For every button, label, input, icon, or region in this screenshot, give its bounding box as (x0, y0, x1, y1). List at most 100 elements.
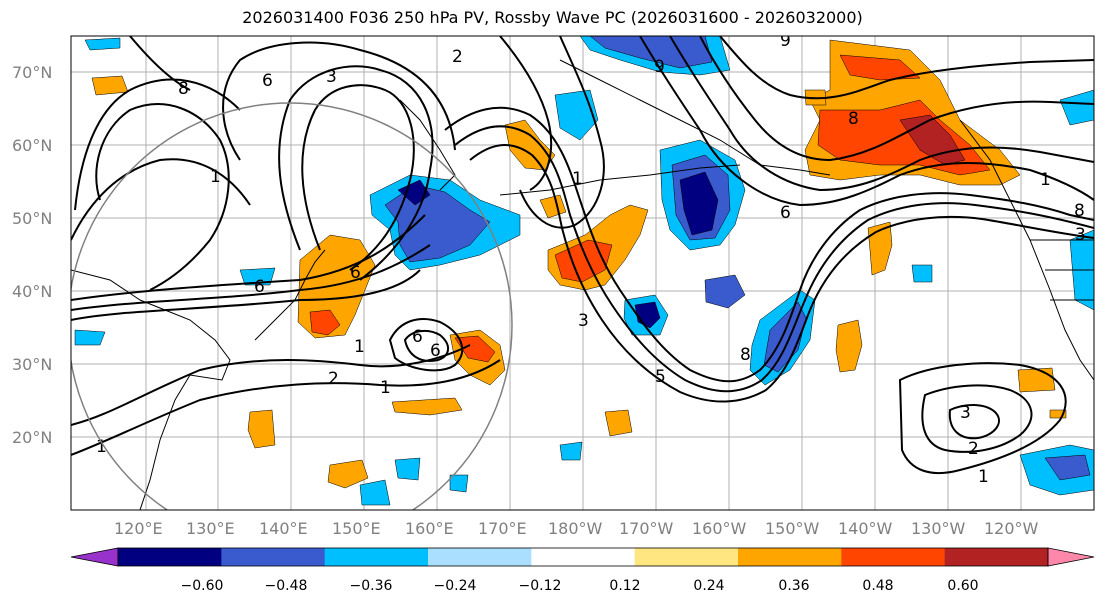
latitude-label: 50°N (12, 209, 52, 228)
anomaly-negative (589, 36, 713, 69)
contour-label: 1 (1040, 170, 1051, 190)
coastline-na (959, 119, 1094, 381)
contour-label: 3 (1075, 225, 1086, 245)
contour-line (469, 143, 1094, 403)
contour-line (639, 36, 1094, 207)
latitude-label: 70°N (12, 63, 52, 82)
colorbar-segment (944, 548, 1049, 566)
colorbar: −0.60 −0.48 −0.36 −0.24 −0.12 0.12 0.24 … (70, 547, 1095, 594)
contour-label: 8 (1074, 201, 1085, 221)
anomaly-negative (359, 479, 391, 506)
latitude-label: 60°N (12, 136, 52, 155)
contour-label: 8 (740, 345, 751, 365)
contour-label: 2 (968, 439, 979, 459)
coastline-aleutians (499, 164, 741, 196)
colorbar-extend-max (1047, 547, 1095, 567)
contour-label: 1 (572, 169, 583, 189)
contour-line (71, 244, 431, 311)
longitude-label: 120°E (114, 519, 163, 538)
contour-line (948, 404, 1000, 440)
colorbar-tick-label: −0.60 (181, 578, 224, 594)
contour-line (71, 269, 421, 321)
us-border (1030, 239, 1094, 301)
longitude-label: 140°E (259, 519, 308, 538)
contour-label: 6 (262, 71, 273, 91)
colorbar-tick-label: −0.24 (434, 578, 477, 594)
anomaly-negative (704, 274, 746, 309)
anomaly-positive (604, 409, 633, 437)
anomaly-negative (559, 441, 583, 461)
colorbar-tick-label: −0.12 (519, 578, 562, 594)
longitude-axis: 120°E 130°E 140°E 150°E 160°E 170°E 180°… (114, 519, 1039, 538)
contour-label: 8 (848, 109, 859, 129)
contour-label: 6 (412, 327, 423, 347)
contour-label: 3 (960, 403, 971, 423)
anomaly-positive (391, 397, 463, 416)
map-frame (70, 35, 1095, 511)
longitude-label: 120°W (984, 519, 1039, 538)
anomaly-positive (839, 54, 921, 81)
latitude-axis: 70°N 60°N 50°N 40°N 30°N 20°N (12, 63, 52, 447)
latitude-label: 20°N (12, 428, 52, 447)
anomaly-negative (679, 171, 719, 236)
pv-contours (71, 36, 1094, 475)
contour-line (388, 318, 464, 372)
contour-label: 2 (328, 369, 339, 389)
contour-label: 1 (978, 467, 989, 487)
longitude-label: 160°E (405, 519, 454, 538)
contour-label: 9 (654, 57, 665, 77)
contour-label: 5 (655, 367, 666, 387)
longitude-label: 170°E (478, 519, 527, 538)
anomaly-negative (394, 457, 421, 481)
contour-line (444, 106, 1094, 383)
contour-label: 6 (430, 341, 441, 361)
anomaly-negative (84, 37, 121, 51)
longitude-label: 140°W (838, 519, 893, 538)
latitude-label: 30°N (12, 355, 52, 374)
contour-label: 1 (380, 378, 391, 398)
colorbar-tick-label: 0.60 (947, 578, 978, 594)
map-title: 2026031400 F036 250 hPa PV, Rossby Wave … (242, 8, 863, 27)
longitude-label: 160°W (692, 519, 747, 538)
colorbar-tick-label: 0.12 (609, 578, 640, 594)
longitude-label: 130°W (911, 519, 966, 538)
colorbar-segment (428, 548, 532, 566)
contour-line (921, 384, 1033, 453)
colorbar-tick-label: −0.48 (265, 578, 308, 594)
longitude-label: 170°W (619, 519, 674, 538)
contour-label: 8 (178, 79, 189, 99)
contour-label: 6 (350, 263, 361, 283)
contour-label: 6 (254, 277, 265, 297)
colorbar-segment (324, 548, 429, 566)
contour-label: 1 (354, 337, 365, 357)
longitude-label: 150°E (332, 519, 381, 538)
contour-line (499, 36, 553, 191)
contour-line (699, 36, 1094, 162)
colorbar-extend-min (70, 547, 119, 567)
contour-label: 1 (210, 167, 221, 187)
colorbar-labels: −0.60 −0.48 −0.36 −0.24 −0.12 0.12 0.24 … (181, 578, 979, 594)
anomaly-positive (504, 119, 556, 171)
contour-line (71, 214, 426, 301)
map-content: 8 6 3 2 1 6 6 1 6 2 1 1 6 3 5 1 8 3 8 9 … (71, 36, 1094, 510)
contour-line (403, 329, 449, 362)
anomaly-positive (247, 409, 276, 449)
colorbar-segment (118, 548, 222, 566)
longitude-label: 180°W (548, 519, 603, 538)
contour-label: 6 (780, 203, 791, 223)
colorbar-segments (70, 547, 1095, 567)
colorbar-tick-label: −0.36 (350, 578, 393, 594)
anomaly-positive (454, 335, 496, 363)
colorbar-segment (634, 548, 739, 566)
coastline-asia (71, 269, 231, 510)
reference-circle (71, 102, 513, 510)
contour-line (71, 359, 501, 456)
colorbar-tick-label: 0.24 (693, 578, 724, 594)
contour-line (278, 65, 434, 281)
anomaly-positive (867, 221, 893, 276)
contour-line (669, 36, 1094, 192)
anomaly-negative (449, 474, 469, 493)
contour-label: 3 (578, 311, 589, 331)
anomaly-positive (1017, 367, 1056, 393)
